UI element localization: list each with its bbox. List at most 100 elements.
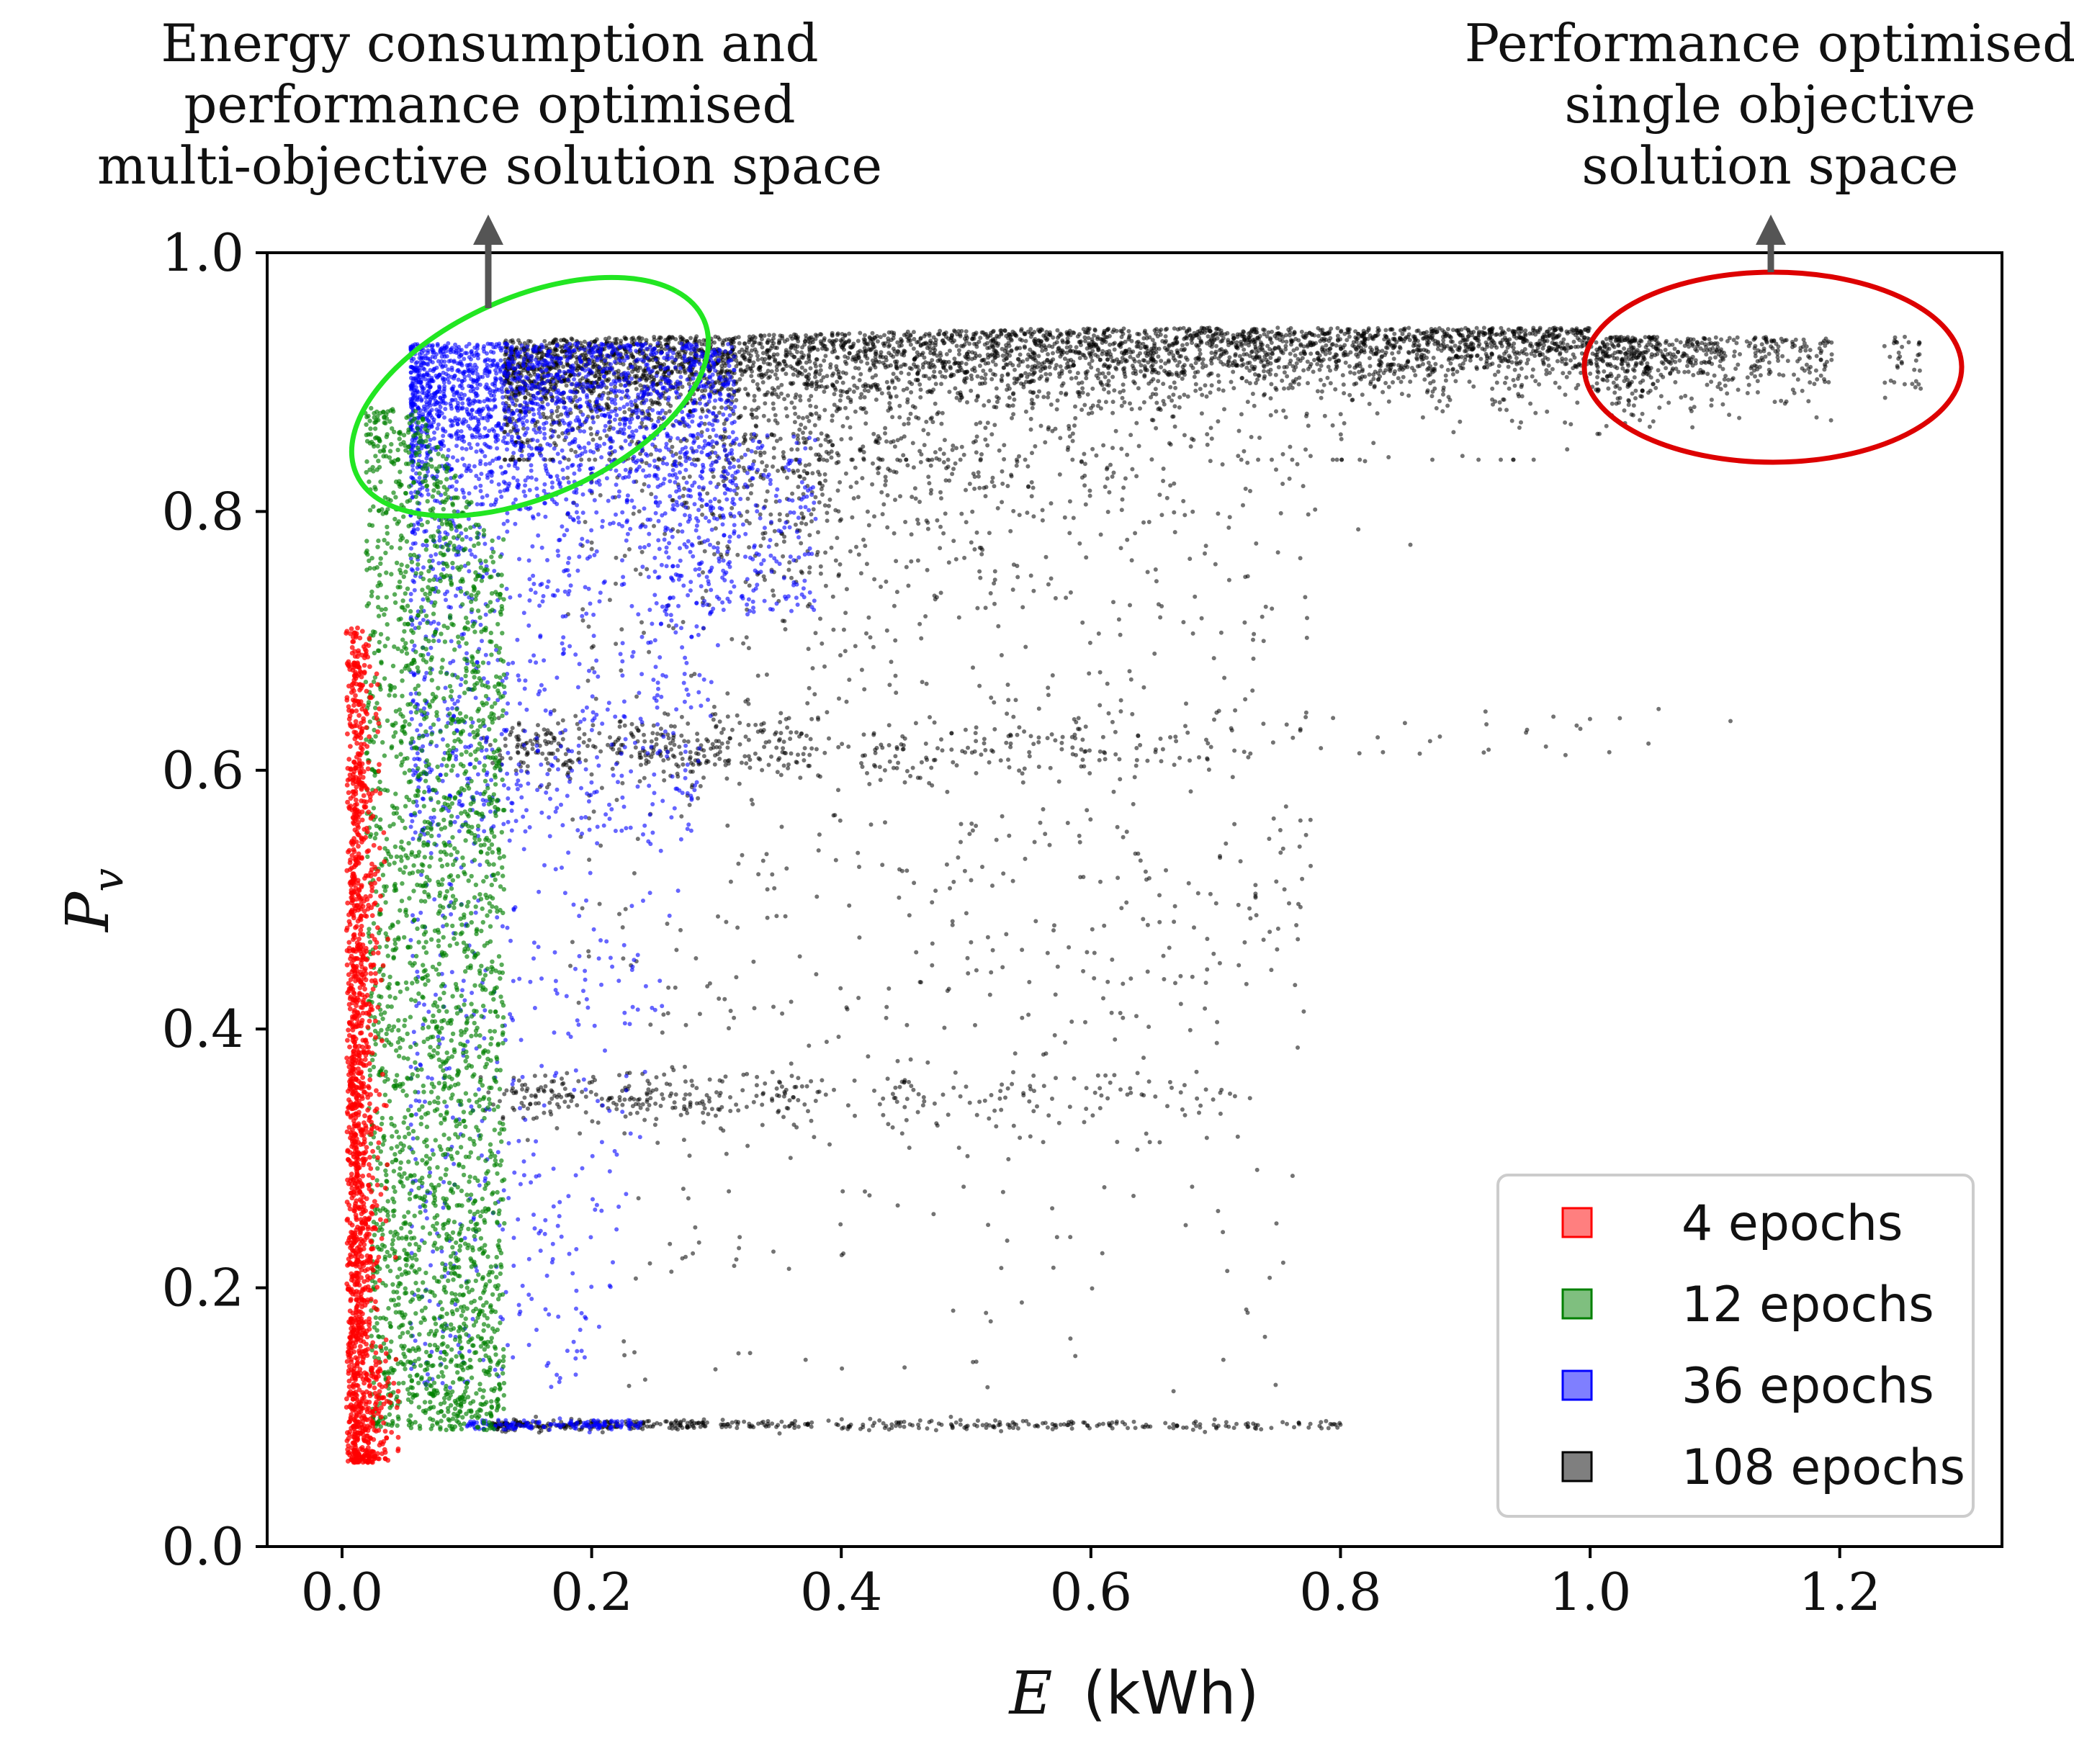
data-point [746, 392, 750, 397]
data-point [1913, 384, 1918, 390]
data-point [1154, 400, 1159, 405]
data-point [835, 355, 840, 360]
data-point [823, 385, 828, 390]
data-point [958, 365, 963, 370]
data-point [969, 373, 974, 378]
data-point [823, 478, 828, 483]
data-point [1595, 374, 1600, 379]
data-point [1218, 354, 1223, 359]
data-point [1347, 392, 1352, 397]
data-point [1371, 351, 1376, 356]
data-point [897, 403, 902, 408]
data-point [1727, 336, 1732, 341]
data-point [760, 372, 765, 377]
data-point [1604, 423, 1609, 428]
data-point [576, 364, 581, 369]
data-point [1027, 372, 1032, 377]
data-point [1448, 335, 1453, 340]
data-point [1626, 402, 1631, 408]
data-point [1049, 360, 1054, 365]
data-point [1197, 356, 1202, 361]
data-point [1328, 381, 1333, 386]
data-point [791, 372, 796, 377]
data-point [1058, 364, 1063, 369]
data-point [822, 390, 827, 394]
data-point [879, 350, 884, 355]
data-point [1070, 438, 1075, 444]
data-point [1429, 394, 1435, 399]
data-point [1460, 338, 1465, 343]
data-point [1497, 400, 1502, 405]
data-point [1044, 378, 1049, 383]
data-point [1188, 444, 1193, 449]
data-point [1516, 326, 1521, 331]
data-point [1198, 351, 1203, 356]
data-point [1100, 348, 1105, 354]
data-point [1540, 346, 1545, 351]
data-point [579, 457, 584, 462]
data-point [773, 359, 777, 364]
data-point [1519, 420, 1523, 425]
data-point [1012, 376, 1017, 381]
data-point [1018, 359, 1023, 364]
data-point [1546, 363, 1551, 368]
data-point [1014, 463, 1019, 468]
data-point [1705, 382, 1710, 387]
data-point [1625, 350, 1630, 355]
data-point [1226, 359, 1231, 364]
data-point [830, 413, 835, 418]
data-point [1114, 328, 1119, 333]
data-point [1772, 400, 1777, 405]
data-point [1229, 379, 1234, 384]
data-point [977, 364, 982, 368]
data-point [819, 431, 824, 436]
data-point [821, 375, 826, 380]
data-point [994, 349, 999, 354]
data-point [1637, 353, 1642, 358]
data-point [1335, 325, 1340, 330]
data-point [1182, 433, 1187, 438]
data-point [914, 415, 919, 420]
data-point [1165, 372, 1170, 377]
data-point [1107, 490, 1112, 495]
data-point [1171, 353, 1176, 358]
data-point [1213, 349, 1218, 354]
data-point [1028, 427, 1033, 432]
data-point [1769, 339, 1774, 344]
data-point [1519, 382, 1525, 387]
data-point [884, 379, 889, 384]
data-point [1014, 346, 1019, 351]
data-point [688, 351, 693, 356]
data-point [737, 350, 742, 354]
data-point [1043, 440, 1048, 445]
data-point [1476, 343, 1481, 348]
data-point [1431, 366, 1436, 372]
data-point [1571, 352, 1576, 357]
data-point [1381, 371, 1386, 375]
data-point [1422, 353, 1427, 358]
data-point [1073, 415, 1078, 420]
data-point [1090, 386, 1095, 391]
data-point [1606, 386, 1611, 391]
data-point [1265, 343, 1270, 348]
data-point [1755, 379, 1760, 384]
data-point [1023, 338, 1028, 343]
data-point [655, 382, 660, 387]
data-point [878, 335, 883, 340]
data-point [1152, 341, 1157, 346]
data-point [1746, 382, 1751, 387]
data-point [871, 363, 876, 368]
data-point [1352, 371, 1357, 376]
data-point [1808, 348, 1813, 353]
data-point [1709, 403, 1714, 408]
data-point [1499, 457, 1503, 462]
data-point [1777, 372, 1782, 377]
data-point [1829, 352, 1834, 357]
data-point [1888, 378, 1893, 383]
data-point [1535, 342, 1540, 347]
data-point [1177, 395, 1182, 400]
data-point [1445, 403, 1450, 408]
data-point [1576, 344, 1581, 349]
data-point [1090, 410, 1095, 415]
data-point [1357, 457, 1363, 462]
